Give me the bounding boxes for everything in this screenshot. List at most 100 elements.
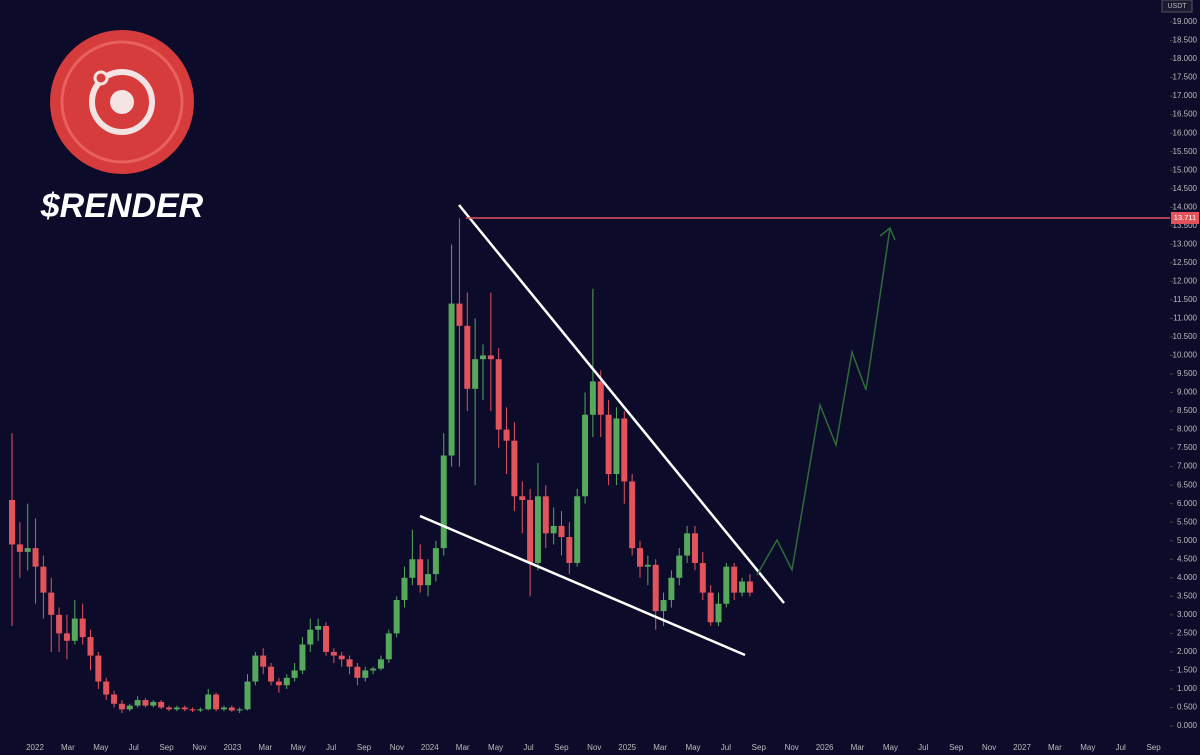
candle-body (582, 414, 589, 497)
candle-body (268, 666, 275, 682)
candle-body (370, 668, 377, 671)
candle-body (432, 548, 439, 575)
y-tick-label: 12.500 (1173, 258, 1198, 267)
x-tick-label: Jul (721, 743, 731, 752)
y-tick-label: 10.500 (1173, 332, 1198, 341)
candle-body (87, 637, 94, 656)
y-tick-label: 3.000 (1177, 610, 1198, 619)
candle-body (315, 625, 322, 630)
x-tick-label: 2026 (816, 743, 834, 752)
projection-path (756, 227, 891, 576)
y-tick-label: 16.500 (1173, 110, 1198, 119)
y-tick-label: 19.000 (1173, 17, 1198, 26)
candle-body (103, 681, 110, 695)
candle-body (605, 414, 612, 475)
x-tick-label: Mar (258, 743, 272, 752)
candle-body (613, 418, 620, 475)
y-tick-label: 15.500 (1173, 147, 1198, 156)
candle-body (527, 499, 534, 563)
candle-body (425, 574, 432, 586)
candle-body (589, 381, 596, 415)
plot: 0.000 0.500 1.000 1.500 2.000 2.500 3.000 3.500… (9, 17, 1198, 752)
y-tick-label: 5.500 (1177, 517, 1198, 526)
candle-body (111, 694, 118, 704)
y-tick-label: 11.500 (1173, 295, 1197, 304)
y-tick-label: 6.500 (1177, 480, 1198, 489)
x-tick-label: 2022 (26, 743, 44, 752)
y-tick-label: 0.000 (1177, 721, 1198, 730)
x-tick-label: Jul (129, 743, 139, 752)
candle-body (338, 655, 345, 660)
x-tick-label: May (1080, 743, 1095, 752)
candle-body (558, 525, 565, 538)
candle-body (244, 681, 251, 710)
y-tick-label: 7.000 (1177, 462, 1198, 471)
candle-body (63, 633, 70, 641)
y-tick-label: 16.000 (1173, 128, 1198, 137)
candle-body (464, 325, 471, 389)
y-tick-label: 5.000 (1177, 536, 1198, 545)
y-tick-label: 14.500 (1173, 184, 1198, 193)
candle-body (197, 709, 204, 711)
x-tick-label: May (291, 743, 306, 752)
candle-body (715, 603, 722, 623)
projection-arrow (879, 226, 896, 241)
candle-body (550, 525, 557, 534)
x-tick-label: May (883, 743, 898, 752)
x-tick-label: Mar (851, 743, 865, 752)
currency-label: USDT (1167, 3, 1187, 10)
logo-dot (110, 90, 134, 114)
candle-body (354, 666, 361, 678)
y-tick-label: 12.000 (1173, 276, 1198, 285)
y-tick-label: 8.500 (1177, 406, 1198, 415)
y-tick-label: 14.000 (1173, 202, 1198, 211)
y-tick-label: 10.000 (1173, 351, 1198, 360)
logo-rim (60, 40, 184, 164)
candle-body (220, 707, 227, 710)
y-tick-label: 17.000 (1173, 91, 1198, 100)
y-tick-label: 7.500 (1177, 443, 1198, 452)
x-tick-label: Jul (918, 743, 928, 752)
candle-body (652, 564, 659, 612)
candle-body (401, 577, 408, 601)
candle-body (173, 707, 180, 710)
y-tick-label: 3.500 (1177, 591, 1198, 600)
candle-body (252, 655, 259, 682)
candle-body (495, 359, 502, 430)
y-tick-label: 4.500 (1177, 554, 1198, 563)
candle-body (189, 709, 196, 711)
candle-body (166, 707, 172, 710)
candle-body (56, 614, 63, 634)
y-tick-label: 4.000 (1177, 573, 1198, 582)
level-label: 13.711 (1174, 213, 1196, 222)
candle-body (299, 644, 306, 671)
y-tick-label: 17.500 (1173, 73, 1198, 82)
candle-body (699, 562, 706, 593)
candle-body (472, 359, 479, 389)
y-tick-label: 18.000 (1173, 54, 1198, 63)
candle-body (95, 655, 102, 682)
candle-body (385, 633, 392, 660)
y-tick-label: 2.500 (1177, 628, 1198, 637)
level-tag (1171, 211, 1199, 224)
candle-body (746, 581, 753, 593)
candle-body (731, 566, 738, 593)
candle-body (205, 694, 212, 710)
x-tick-label: Nov (390, 743, 404, 752)
candle-body (480, 355, 486, 360)
x-tick-label: Jul (1116, 743, 1126, 752)
x-tick-label: May (685, 743, 700, 752)
candle-body (503, 429, 510, 441)
candle-body (377, 659, 384, 669)
x-tick-label: 2024 (421, 743, 439, 752)
candle-body (150, 701, 157, 706)
candle-body (417, 559, 424, 586)
y-tick-label: 13.500 (1173, 221, 1198, 230)
candle-body (566, 537, 573, 563)
candle-body (519, 496, 526, 500)
candle-body (71, 618, 78, 641)
x-tick-label: Sep (159, 743, 174, 752)
x-tick-label: Nov (982, 743, 996, 752)
